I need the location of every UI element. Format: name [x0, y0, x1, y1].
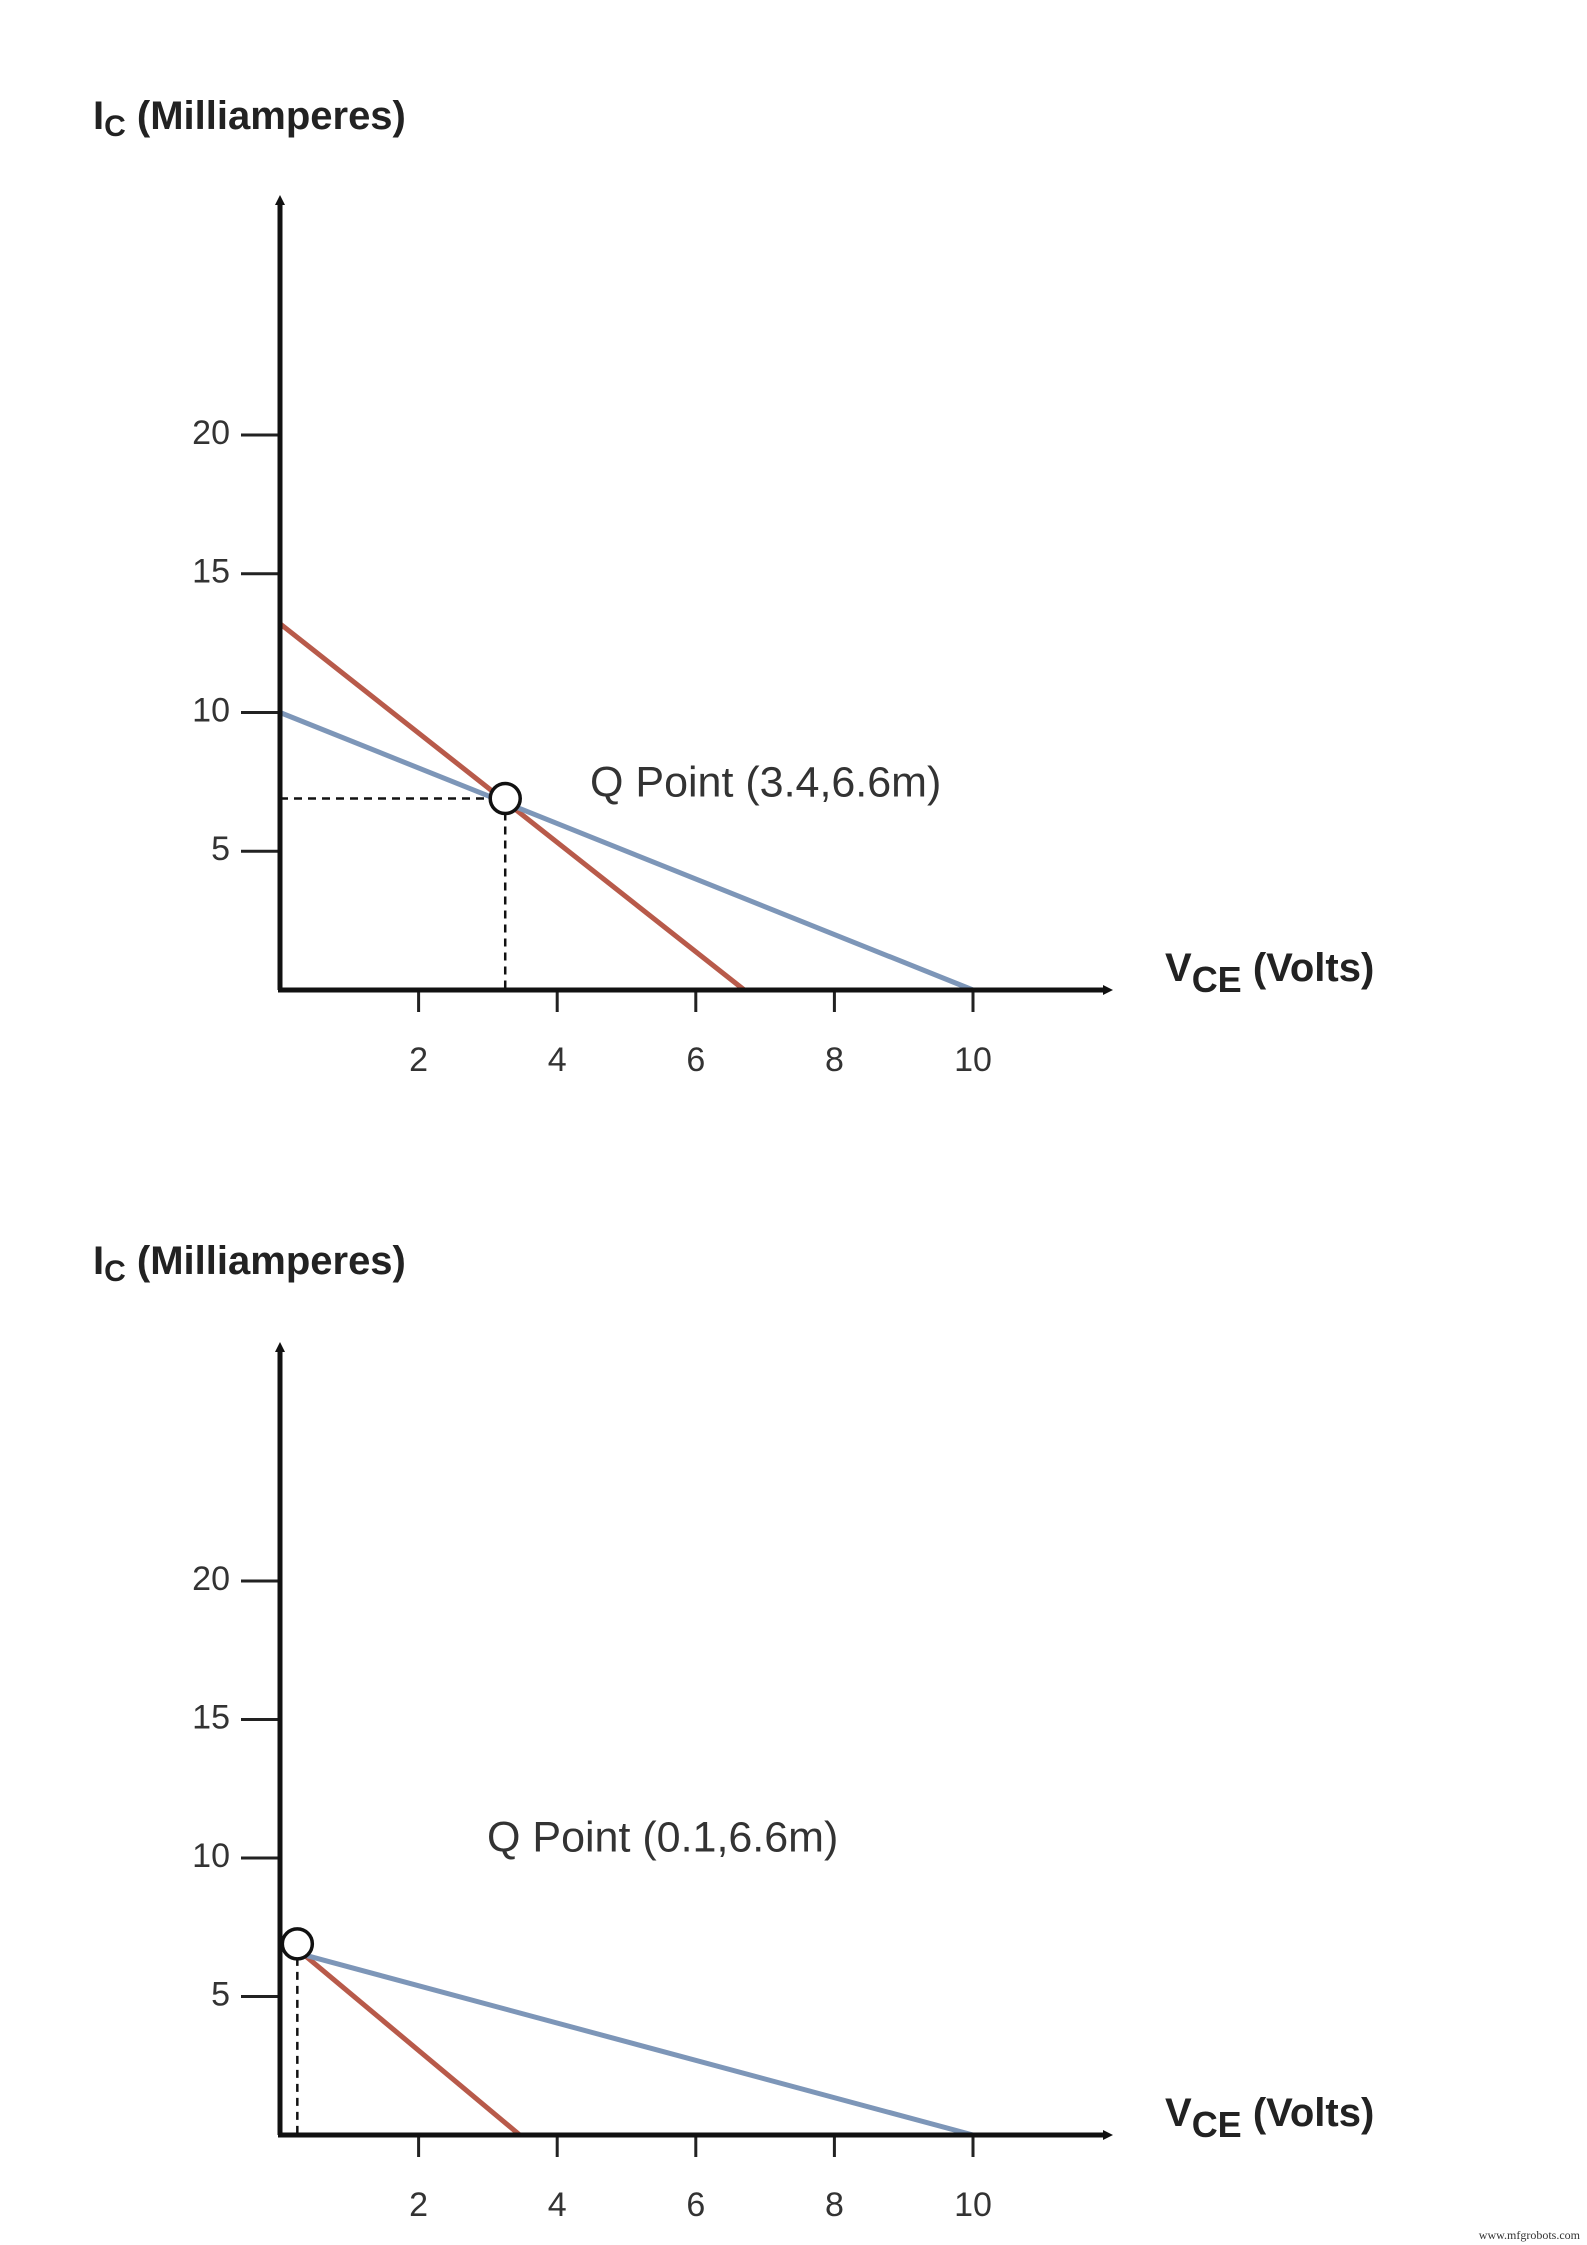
y-tick-label: 10	[192, 691, 230, 729]
y-tick-label: 5	[211, 1975, 230, 2013]
y-tick-label: 20	[192, 1560, 230, 1598]
x-axis-label-sub: CE	[1192, 959, 1242, 1000]
line-series	[303, 1952, 974, 2138]
x-tick-label: 8	[825, 1041, 844, 1079]
y-tick-label: 15	[192, 553, 230, 591]
chart: IC (Milliamperes) VCE (Volts) 5 10 15 20 2 4 6 8 1…	[93, 94, 1374, 1079]
q-point	[280, 1927, 315, 1961]
y-tick-label: 15	[192, 1698, 230, 1736]
y-axis-label-main: I	[93, 94, 104, 138]
x-tick-label: 4	[548, 1041, 567, 1079]
annotation: Q Point (3.4,6.6m)	[590, 758, 941, 806]
y-tick-label: 5	[211, 830, 230, 868]
y-axis-label-main: I	[93, 1239, 104, 1283]
x-tick-label: 2	[409, 1041, 428, 1079]
y-axis-label: IC (Milliamperes)	[93, 94, 406, 143]
y-axis-label-rest: (Milliamperes)	[126, 94, 406, 138]
x-axis-label: VCE (Volts)	[1165, 2091, 1374, 2145]
y-axis-label-sub: C	[104, 1255, 126, 1288]
y-axis-label: IC (Milliamperes)	[93, 1239, 406, 1288]
y-tick-label: 20	[192, 414, 230, 452]
annotation: Q Point (0.1,6.6m)	[487, 1813, 838, 1861]
x-tick-label: 6	[686, 1041, 705, 1079]
x-axis-label-sub: CE	[1192, 2104, 1242, 2145]
y-axis-label-rest: (Milliamperes)	[126, 1239, 406, 1283]
y-axis-label-sub: C	[104, 110, 126, 143]
x-tick-label: 6	[686, 2186, 705, 2224]
watermark: www.mfgrobots.com	[1479, 2228, 1581, 2242]
x-tick-label: 4	[548, 2186, 567, 2224]
line-series	[279, 710, 974, 993]
x-axis-label: VCE (Volts)	[1165, 946, 1374, 1000]
y-tick-label: 10	[192, 1837, 230, 1875]
x-tick-label: 10	[954, 2186, 992, 2224]
x-axis-label-main: V	[1165, 2091, 1192, 2135]
line-series	[302, 1953, 522, 2137]
chart: IC (Milliamperes) VCE (Volts) 5 10 15 20 2 4 6 8 1…	[93, 1239, 1374, 2224]
x-axis-label-main: V	[1165, 946, 1192, 990]
x-tick-label: 10	[954, 1041, 992, 1079]
x-axis-label-rest: (Volts)	[1242, 946, 1375, 990]
x-tick-label: 2	[409, 2186, 428, 2224]
x-tick-label: 8	[825, 2186, 844, 2224]
q-point	[488, 781, 522, 816]
x-axis-label-rest: (Volts)	[1242, 2091, 1375, 2135]
